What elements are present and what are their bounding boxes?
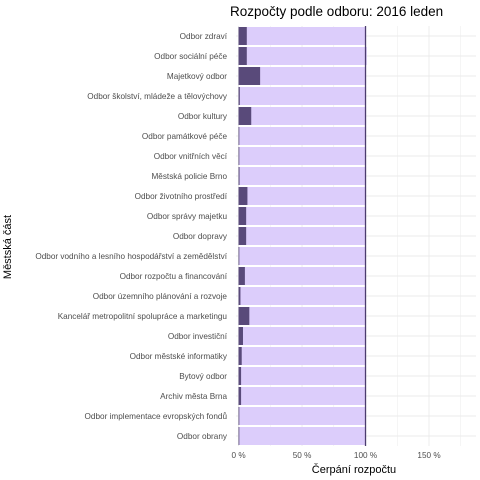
- bars: [238, 27, 367, 445]
- budget-bar: [238, 127, 366, 145]
- spent-bar: [238, 67, 261, 85]
- category-label: Odbor dopravy: [173, 232, 228, 241]
- budget-bar: [238, 47, 367, 65]
- spent-bar: [238, 287, 241, 305]
- category-label: Odbor investiční: [168, 332, 228, 341]
- spent-bar: [238, 47, 247, 65]
- category-label: Bytový odbor: [179, 372, 227, 381]
- category-label: Kancelář metropolitní spolupráce a marke…: [58, 312, 228, 321]
- budget-bar: [238, 227, 366, 245]
- category-label: Odbor městské informatiky: [130, 352, 228, 361]
- category-label: Odbor vodního a lesního hospodářství a z…: [35, 252, 227, 261]
- budget-bar: [238, 267, 366, 285]
- x-tick-label: 100 %: [354, 451, 377, 460]
- spent-bar: [238, 127, 240, 145]
- spent-bar: [238, 227, 247, 245]
- budget-bar: [238, 67, 366, 85]
- category-label: Odbor implementace evropských fondů: [85, 411, 228, 421]
- category-labels: Odbor zdraví Odbor sociální péče Majetkový…: [35, 32, 228, 441]
- spent-bar: [238, 347, 242, 365]
- spent-bar: [238, 327, 243, 345]
- spent-bar: [238, 367, 242, 385]
- budget-bar: [238, 167, 366, 185]
- budget-bar: [238, 287, 366, 305]
- budget-bar: [238, 427, 366, 445]
- budget-bar: [238, 307, 366, 325]
- x-tick-label: 50 %: [293, 451, 312, 460]
- spent-bar: [238, 87, 240, 105]
- budget-bar: [238, 327, 366, 345]
- spent-bar: [238, 107, 252, 125]
- category-label: Odbor sociální péče: [154, 52, 227, 61]
- y-axis-title: Městská část: [2, 215, 14, 279]
- spent-bar: [238, 307, 250, 325]
- category-label: Odbor kultury: [178, 112, 228, 121]
- x-tick-label: 0 %: [231, 451, 245, 460]
- budget-bar: [238, 407, 366, 425]
- category-label: Odbor správy majetku: [147, 212, 228, 221]
- budget-bar: [238, 207, 366, 225]
- x-tick-labels: 0 % 50 % 100 % 150 %: [231, 451, 440, 460]
- category-label: Odbor zdraví: [180, 32, 228, 41]
- x-axis-title: Čerpání rozpočtu: [312, 463, 396, 476]
- budget-bar: [238, 27, 366, 45]
- budget-bar: [238, 367, 366, 385]
- category-label: Odbor rozpočtu a financování: [120, 272, 228, 281]
- spent-bar: [238, 387, 242, 405]
- budget-bar: [238, 87, 366, 105]
- spent-bar: [238, 187, 248, 205]
- budget-bar: [238, 387, 366, 405]
- category-label: Odbor životního prostředí: [135, 192, 228, 201]
- budget-bar: [238, 187, 366, 205]
- budget-bar: [238, 247, 366, 265]
- budget-bar: [238, 147, 366, 165]
- spent-bar: [238, 147, 240, 165]
- category-label: Odbor památkové péče: [142, 132, 228, 141]
- spent-bar: [238, 207, 247, 225]
- spent-bar: [238, 267, 245, 285]
- category-label: Majetkový odbor: [167, 72, 227, 81]
- spent-bar: [238, 167, 240, 185]
- budget-bar: [238, 107, 366, 125]
- category-label: Odbor územního plánování a rozvoje: [93, 292, 228, 301]
- category-label: Odbor školství, mládeže a tělovýchovy: [87, 92, 228, 101]
- category-label: Městská policie Brno: [151, 172, 227, 181]
- category-label: Archiv města Brna: [160, 392, 227, 401]
- chart-title: Rozpočty podle odboru: 2016 leden: [230, 4, 443, 19]
- spent-bar: [238, 407, 240, 425]
- x-tick-label: 150 %: [417, 451, 440, 460]
- budget-bar: [238, 347, 366, 365]
- spent-bar: [238, 427, 240, 445]
- category-label: Odbor obrany: [177, 432, 228, 441]
- spent-bar: [238, 27, 247, 45]
- category-label: Odbor vnitřních věcí: [154, 152, 228, 161]
- spent-bar: [238, 247, 240, 265]
